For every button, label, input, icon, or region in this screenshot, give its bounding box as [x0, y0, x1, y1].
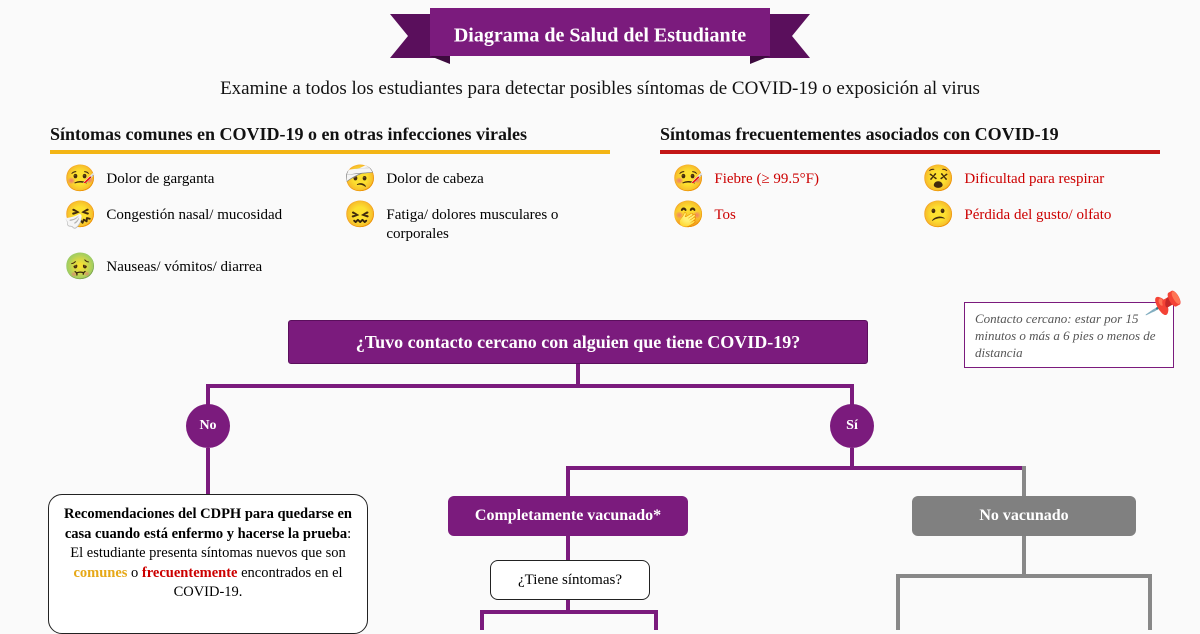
contact-note: Contacto cercano: estar por 15 minutos o…	[964, 302, 1174, 368]
connector	[896, 574, 900, 630]
title-banner: Diagrama de Salud del Estudiante	[390, 8, 810, 64]
connector	[1022, 536, 1026, 576]
connector	[206, 384, 210, 406]
connector	[206, 384, 854, 388]
symptom-label: Fatiga/ dolores musculares o corporales	[386, 202, 624, 244]
symptom-item: 🤕 Dolor de cabeza	[344, 166, 624, 192]
face-sneeze-icon: 🤧	[64, 202, 96, 228]
symptom-item: 🤒 Dolor de garganta	[64, 166, 344, 192]
connector	[206, 448, 210, 494]
flow-no-node: No	[186, 404, 230, 448]
banner-title: Diagrama de Salud del Estudiante	[390, 25, 810, 48]
col-header-frequent: Síntomas frecuentementes asociados con C…	[660, 124, 1059, 145]
symptom-label: Nauseas/ vómitos/ diarrea	[106, 254, 262, 277]
symptom-label: Tos	[714, 202, 735, 225]
rec-text: o	[127, 565, 142, 581]
symptom-item: 🤧 Congestión nasal/ mucosidad	[64, 202, 344, 244]
flow-symptoms-question: ¿Tiene síntomas?	[490, 560, 650, 600]
face-bandage-icon: 🤕	[344, 166, 376, 192]
symptom-label: Congestión nasal/ mucosidad	[106, 202, 282, 225]
symptom-label: Dolor de cabeza	[386, 166, 483, 189]
symptom-item: 😵 Dificultad para respirar	[922, 166, 1172, 192]
face-dizzy-icon: 😵	[922, 166, 954, 192]
connector	[654, 610, 658, 630]
connector	[896, 574, 1152, 578]
yellow-bar	[50, 150, 610, 154]
connector	[566, 466, 1026, 470]
symptoms-frequent: 🤒 Fiebre (≥ 99.5°F) 😵 Dificultad para resp…	[672, 166, 1172, 238]
rec-text: El estudiante presenta síntomas nuevos q…	[70, 545, 345, 561]
connector	[576, 364, 580, 386]
symptom-label: Fiebre (≥ 99.5°F)	[714, 166, 819, 189]
symptom-label: Pérdida del gusto/ olfato	[964, 202, 1111, 225]
face-thermometer-icon: 🤒	[672, 166, 704, 192]
face-confused-icon: 😕	[922, 202, 954, 228]
symptom-item: 😖 Fatiga/ dolores musculares o corporales	[344, 202, 624, 244]
symptom-item: 🤭 Tos	[672, 202, 922, 228]
flow-vaccinated: Completamente vacunado*	[448, 496, 688, 536]
connector	[850, 448, 854, 468]
connector	[1148, 574, 1152, 630]
connector	[850, 384, 854, 406]
face-confounded-icon: 😖	[344, 202, 376, 228]
connector	[480, 610, 484, 630]
rec-word-common: comunes	[73, 565, 127, 581]
rec-word-freq: frecuentemente	[142, 565, 238, 581]
flow-not-vaccinated: No vacunado	[912, 496, 1136, 536]
connector	[566, 466, 570, 496]
symptom-label: Dificultad para respirar	[964, 166, 1104, 189]
connector	[566, 536, 570, 560]
col-header-common: Síntomas comunes en COVID-19 o en otras …	[50, 124, 527, 145]
symptom-label: Dolor de garganta	[106, 166, 214, 189]
symptoms-common: 🤒 Dolor de garganta 🤕 Dolor de cabeza 🤧 Con…	[64, 166, 624, 290]
symptom-item: 🤒 Fiebre (≥ 99.5°F)	[672, 166, 922, 192]
flow-yes-node: Sí	[830, 404, 874, 448]
connector	[1022, 466, 1026, 496]
flow-question: ¿Tuvo contacto cercano con alguien que t…	[288, 320, 868, 364]
subtitle: Examine a todos los estudiantes para det…	[0, 78, 1200, 100]
rec-title: Recomendaciones del CDPH para quedarse e…	[64, 506, 352, 542]
red-bar	[660, 150, 1160, 154]
symptom-item: 🤢 Nauseas/ vómitos/ diarrea	[64, 254, 344, 280]
face-sick-icon: 🤒	[64, 166, 96, 192]
connector	[480, 610, 658, 614]
face-nauseated-icon: 🤢	[64, 254, 96, 280]
face-hand-mouth-icon: 🤭	[672, 202, 704, 228]
recommendation-box: Recomendaciones del CDPH para quedarse e…	[48, 494, 368, 634]
symptom-item: 😕 Pérdida del gusto/ olfato	[922, 202, 1172, 228]
